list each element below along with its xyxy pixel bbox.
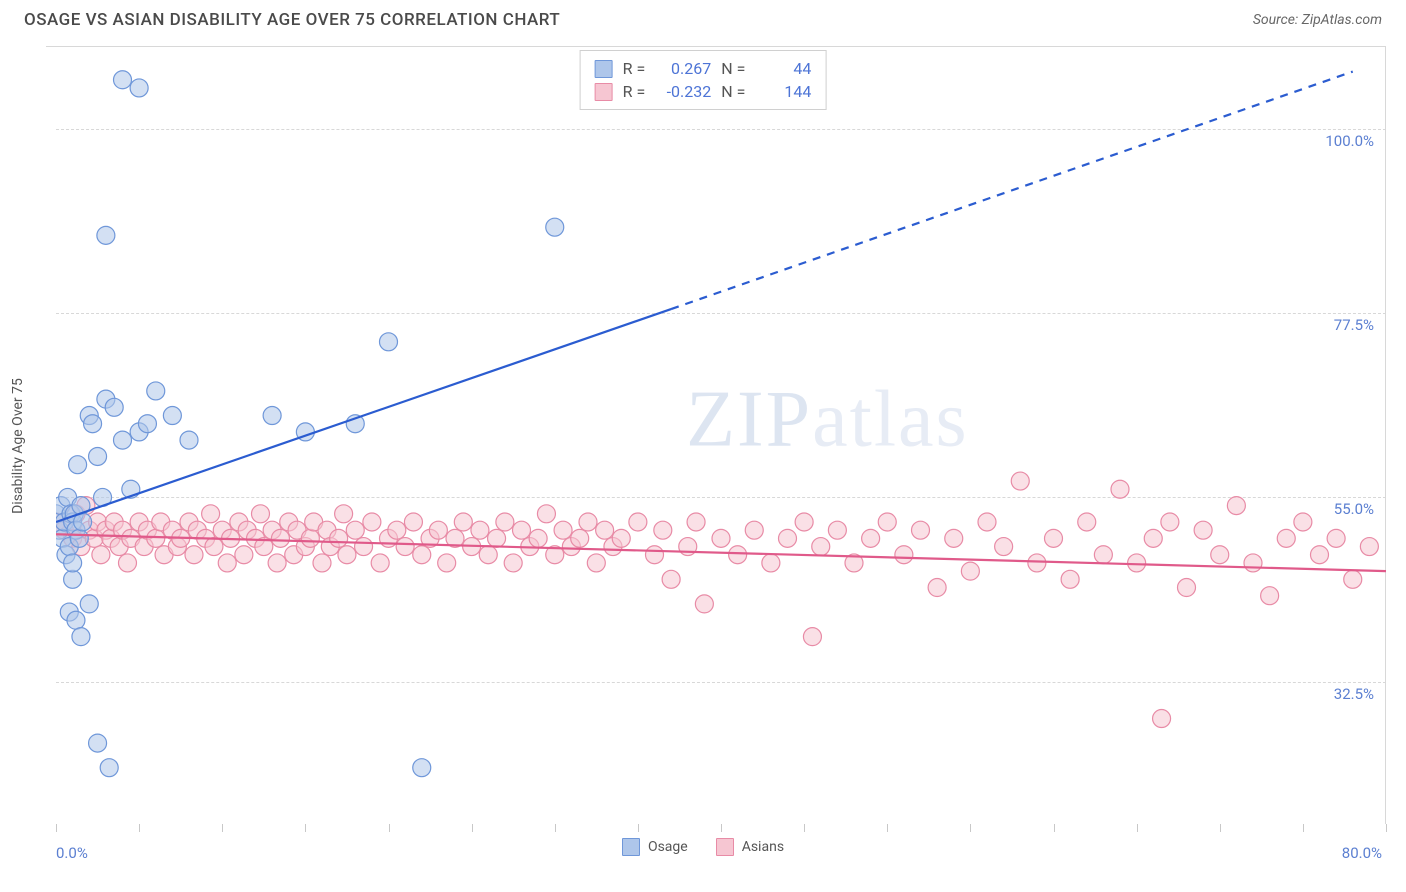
n-label: N = xyxy=(721,59,745,78)
y-axis-title: Disability Age Over 75 xyxy=(10,378,26,514)
trend-line xyxy=(56,309,671,522)
x-tick xyxy=(638,824,639,832)
x-tick xyxy=(804,824,805,832)
asians-series-label: Asians xyxy=(742,839,784,855)
osage-series-label: Osage xyxy=(648,839,688,855)
source-label: Source: ZipAtlas.com xyxy=(1253,12,1382,28)
osage-swatch-icon xyxy=(595,60,613,78)
osage-n-value: 44 xyxy=(755,59,811,78)
x-tick xyxy=(1054,824,1055,832)
r-label: R = xyxy=(623,59,646,78)
series-legend: Osage Asians xyxy=(0,838,1406,856)
asians-r-value: -0.232 xyxy=(655,82,711,101)
r-label: R = xyxy=(623,82,646,101)
x-tick xyxy=(139,824,140,832)
x-tick xyxy=(555,824,556,832)
x-tick xyxy=(887,824,888,832)
x-tick xyxy=(222,824,223,832)
x-tick xyxy=(721,824,722,832)
x-tick xyxy=(1220,824,1221,832)
legend-row-asians: R = -0.232 N = 144 xyxy=(595,80,812,103)
n-label: N = xyxy=(721,82,745,101)
x-tick xyxy=(1303,824,1304,832)
trend-lines-layer xyxy=(56,47,1386,825)
x-tick xyxy=(1386,824,1387,832)
legend-item-osage: Osage xyxy=(622,838,688,856)
chart-area: ZIPatlas 100.0%77.5%55.0%32.5% xyxy=(46,46,1386,824)
asians-swatch-icon xyxy=(716,838,734,856)
x-tick xyxy=(970,824,971,832)
chart-title: OSAGE VS ASIAN DISABILITY AGE OVER 75 CO… xyxy=(24,10,560,30)
trend-line xyxy=(56,534,1386,571)
asians-swatch-icon xyxy=(595,83,613,101)
legend-item-asians: Asians xyxy=(716,838,784,856)
x-tick xyxy=(56,824,57,832)
x-tick xyxy=(1137,824,1138,832)
x-tick xyxy=(389,824,390,832)
legend-row-osage: R = 0.267 N = 44 xyxy=(595,57,812,80)
x-tick xyxy=(472,824,473,832)
osage-swatch-icon xyxy=(622,838,640,856)
x-tick xyxy=(305,824,306,832)
correlation-legend: R = 0.267 N = 44 R = -0.232 N = 144 xyxy=(580,50,827,110)
osage-r-value: 0.267 xyxy=(655,59,711,78)
asians-n-value: 144 xyxy=(755,82,811,101)
plot-region: ZIPatlas 100.0%77.5%55.0%32.5% xyxy=(56,47,1386,825)
